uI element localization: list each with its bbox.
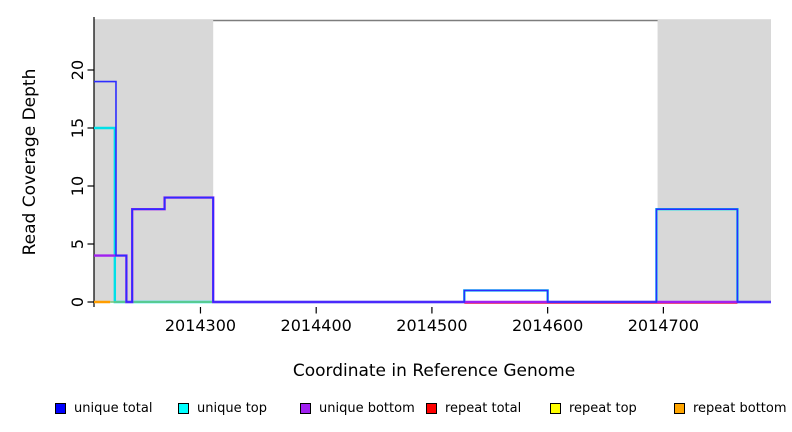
y-tick-label: 5 <box>68 239 87 249</box>
legend-label: repeat top <box>569 400 637 416</box>
legend-swatch-unique-total <box>55 402 66 414</box>
y-axis-title: Read Coverage Depth <box>20 68 40 256</box>
legend-item-unique-top: unique top <box>178 398 267 418</box>
legend-swatch-unique-bottom <box>300 402 311 414</box>
x-tick-label: 2014400 <box>281 316 352 335</box>
legend-item-repeat-top: repeat top <box>550 398 637 418</box>
legend-item-unique-bottom: unique bottom <box>300 398 415 418</box>
x-tick-label: 2014300 <box>165 316 236 335</box>
legend-swatch-unique-top <box>178 402 189 414</box>
legend-label: unique bottom <box>319 400 415 416</box>
legend-label: repeat bottom <box>693 400 787 416</box>
right-repeat-region <box>657 19 771 302</box>
y-tick-label: 20 <box>68 60 87 80</box>
left-repeat-region <box>94 19 214 302</box>
legend-label: unique top <box>197 400 268 416</box>
x-tick-label: 2014500 <box>396 316 467 335</box>
legend-label: unique total <box>74 400 153 416</box>
legend-item-unique-total: unique total <box>55 398 152 418</box>
series-unique-total <box>94 80 771 303</box>
legend-item-repeat-bottom: repeat bottom <box>674 398 787 418</box>
legend-item-repeat-total: repeat total <box>426 398 521 418</box>
legend-swatch-repeat-bottom <box>674 402 685 414</box>
y-tick-label: 10 <box>68 176 87 196</box>
y-tick-label: 15 <box>68 118 87 138</box>
legend-label: repeat total <box>445 400 522 416</box>
legend-swatch-repeat-top <box>550 402 561 414</box>
x-axis-title: Coordinate in Reference Genome <box>292 361 576 381</box>
x-tick-label: 2014700 <box>628 316 699 335</box>
legend: unique total unique top unique bottom repea… <box>0 398 792 422</box>
y-tick-label: 0 <box>68 297 87 307</box>
x-tick-label: 2014600 <box>512 316 583 335</box>
legend-swatch-repeat-total <box>426 402 437 414</box>
coverage-plot-canvas: 0 5 10 15 20 2014300 2014400 2014500 2014600 2014… <box>68 17 771 335</box>
